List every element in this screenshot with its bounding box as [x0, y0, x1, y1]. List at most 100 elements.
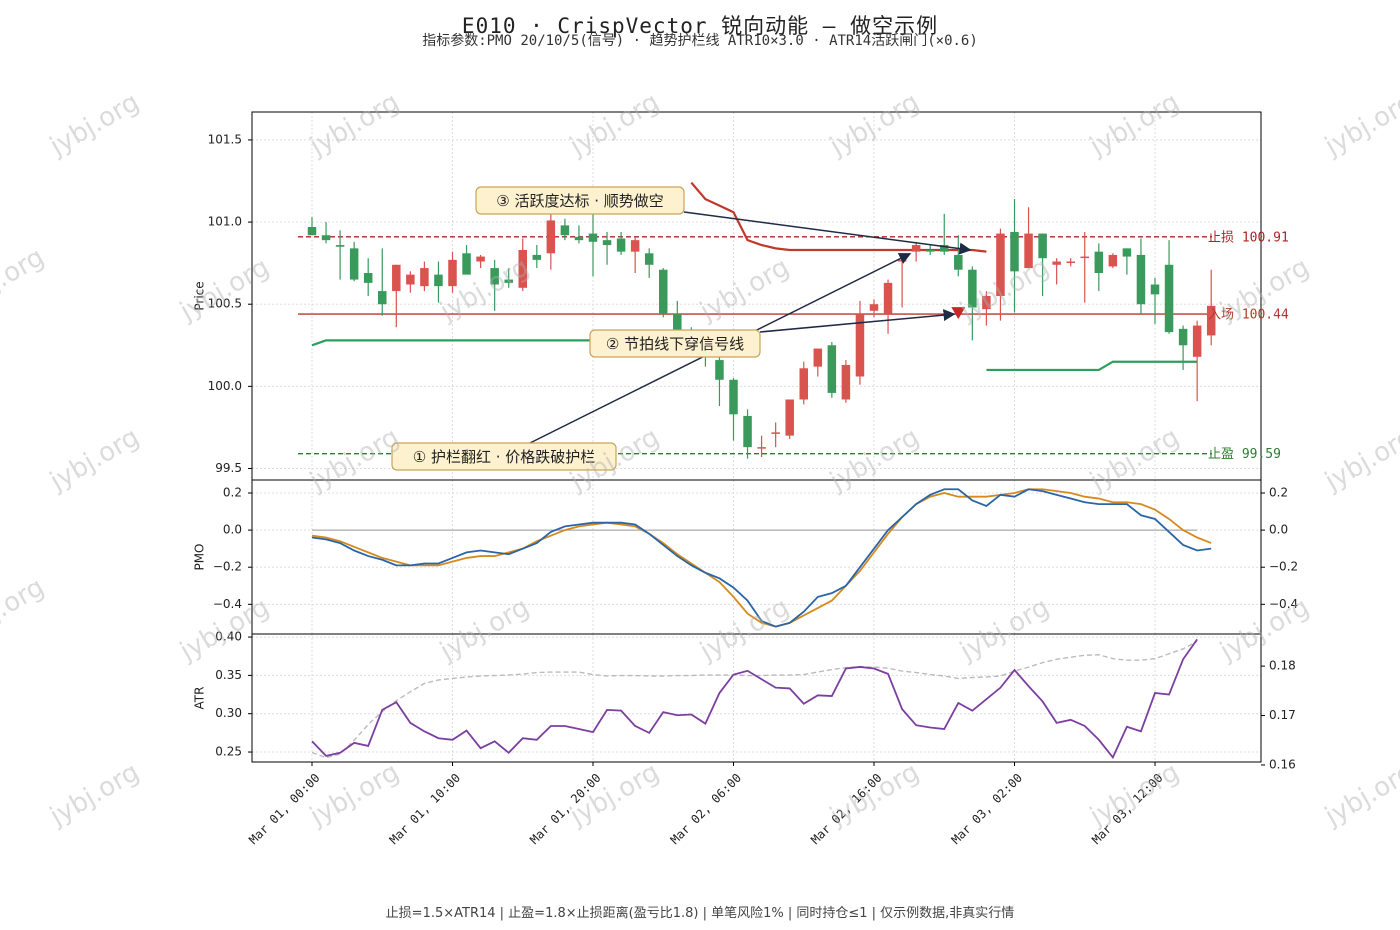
pmo-signal-line — [311, 488, 1212, 628]
candle-body — [448, 259, 457, 287]
pmo-y-tick-label: −0.4 — [213, 597, 242, 611]
candle-body — [560, 225, 570, 236]
atr-y2-tick-label: 0.18 — [1269, 659, 1296, 673]
chart-subtitle: 指标参数:PMO 20/10/5(信号) · 趋势护栏线 ATR10×3.0 ·… — [422, 33, 978, 49]
watermark: jybj.org — [44, 422, 144, 497]
trail-line-green — [311, 339, 664, 347]
candle-body — [363, 273, 373, 283]
stop-level-label: 止损 100.91 — [1208, 230, 1289, 245]
price-y-tick-label: 100.0 — [208, 379, 242, 393]
watermark: jybj.org — [44, 757, 144, 832]
candle-body — [729, 379, 738, 415]
pmo-line — [311, 488, 1212, 628]
candle-body — [1066, 261, 1075, 263]
candle-body — [434, 274, 443, 287]
candle-body — [406, 274, 415, 285]
annotation-box — [589, 329, 761, 358]
x-tick-label: Mar 02, 06:00 — [668, 771, 744, 847]
pmo-y-tick-label: 0.2 — [223, 485, 242, 499]
candle-body — [1094, 251, 1104, 273]
candle-body — [335, 245, 345, 247]
candle-body — [799, 368, 808, 400]
candle-body — [869, 304, 879, 311]
candle-body — [1108, 254, 1118, 267]
watermark: jybj.org — [694, 252, 794, 327]
candle-body — [841, 365, 851, 400]
candle-body — [757, 447, 766, 449]
footer-note: 止损=1.5×ATR14 | 止盈=1.8×止损距离(盈亏比1.8) | 单笔风… — [385, 906, 1015, 921]
candle-body — [602, 240, 612, 246]
price-y-tick-label: 101.5 — [208, 132, 242, 146]
watermark: jybj.org — [44, 87, 144, 162]
watermark: jybj.org — [1084, 87, 1184, 162]
candle-body — [378, 291, 387, 305]
x-tick-label: Mar 03, 02:00 — [949, 771, 1025, 847]
atr-y-tick-label: 0.30 — [215, 706, 242, 720]
candle-body — [420, 268, 429, 287]
price-y-tick-label: 99.5 — [215, 461, 242, 475]
watermark: jybj.org — [304, 87, 404, 162]
pmo-axis-label: PMO — [193, 543, 207, 570]
candle-body — [321, 235, 331, 241]
watermark: jybj.org — [304, 422, 404, 497]
candle-body — [392, 264, 401, 292]
watermark: jybj.org — [0, 572, 49, 647]
watermark: jybj.org — [694, 592, 794, 667]
watermark: jybj.org — [824, 757, 924, 832]
price-axis-label: Price — [193, 281, 207, 310]
candle-body — [982, 296, 991, 310]
pmo-y2-tick-label: 0.0 — [1269, 523, 1288, 537]
annotation-text: ③ 活跃度达标 · 顺势做空 — [496, 192, 664, 210]
candle-body — [630, 240, 640, 252]
watermark: jybj.org — [564, 87, 664, 162]
atr-y2-tick-label: 0.16 — [1269, 757, 1296, 771]
candle-body — [1122, 248, 1132, 257]
annotation-text: ① 护栏翻红 · 价格跌破护栏 — [413, 448, 596, 466]
atr-axis-label: ATR — [193, 687, 207, 710]
candle-body — [476, 256, 485, 262]
atr-y-tick-label: 0.25 — [215, 745, 242, 759]
annotation-arrow — [759, 309, 956, 333]
watermark: jybj.org — [0, 242, 49, 317]
candle-body — [1080, 256, 1089, 259]
pmo-y2-tick-label: 0.2 — [1269, 485, 1288, 499]
candle-body — [1164, 264, 1174, 333]
candle-body — [1052, 261, 1061, 265]
candle-body — [616, 238, 626, 252]
annotation-box — [391, 442, 617, 471]
atr-y-tick-label: 0.35 — [215, 668, 242, 682]
take-level-label: 止盈 99.59 — [1208, 447, 1281, 462]
candle-body — [743, 415, 752, 448]
annotation-arrow — [683, 211, 972, 255]
candle-body — [1024, 233, 1033, 269]
watermark: jybj.org — [1214, 592, 1314, 667]
pmo-y2-tick-label: −0.4 — [1269, 597, 1298, 611]
candle-body — [462, 253, 471, 275]
candle-body — [813, 348, 823, 367]
candle-body — [883, 282, 893, 315]
candle-body — [490, 268, 499, 285]
pmo-y-tick-label: 0.0 — [223, 523, 242, 537]
candle-body — [940, 245, 949, 252]
candle-body — [307, 227, 317, 236]
price-y-tick-label: 100.5 — [208, 297, 242, 311]
chart-title: E010 · CrispVector 锐向动能 — 做空示例 — [461, 14, 939, 38]
watermark: jybj.org — [1084, 422, 1184, 497]
candle-body — [911, 245, 921, 252]
candle-body — [1038, 233, 1047, 259]
candle-body — [644, 253, 654, 265]
candle-body — [855, 314, 865, 377]
trail-line-green-2 — [986, 360, 1198, 372]
candle-body — [715, 360, 724, 380]
candle-body — [925, 250, 935, 252]
candle-body — [827, 345, 837, 393]
atr-y-tick-label: 0.40 — [215, 630, 242, 644]
watermark: jybj.org — [954, 592, 1054, 667]
pmo-y2-tick-label: −0.2 — [1269, 560, 1298, 574]
pmo-y-tick-label: −0.2 — [213, 560, 242, 574]
candle-body — [1150, 284, 1160, 295]
entry-level-label: 入场 100.44 — [1208, 308, 1289, 323]
candle-body — [546, 220, 556, 254]
candle-body — [968, 269, 977, 308]
